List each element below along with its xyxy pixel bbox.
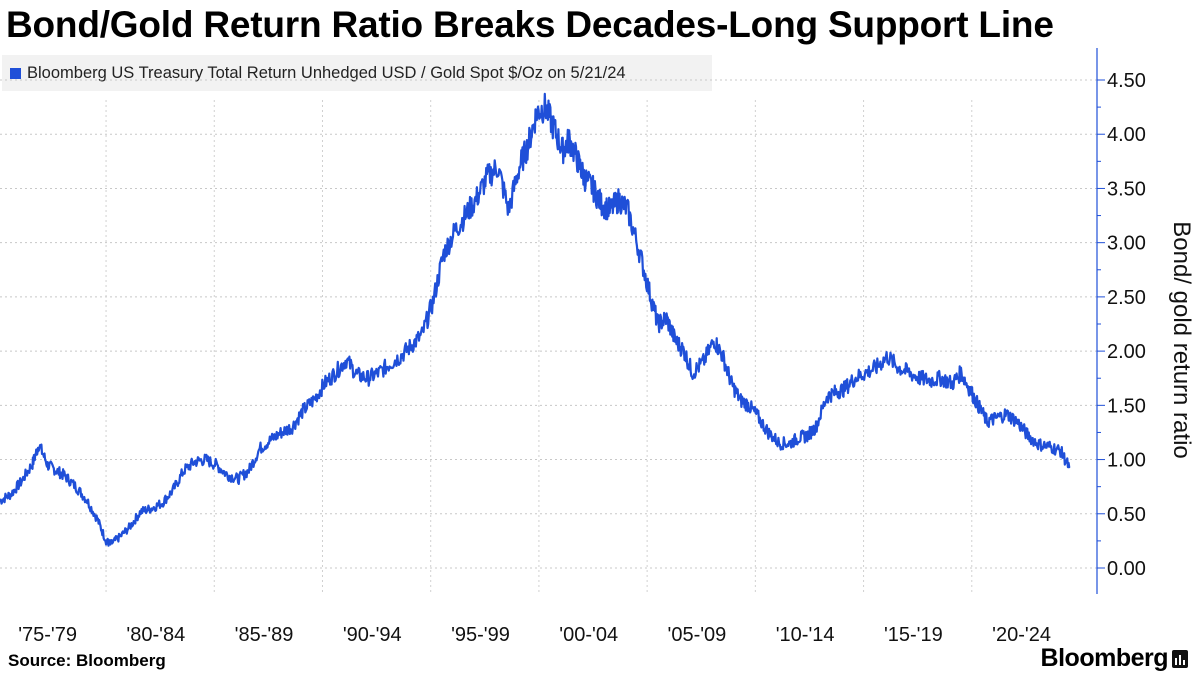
gridlines <box>0 79 1097 594</box>
x-tick-label: '75-'79 <box>18 624 77 646</box>
x-tick-label: '00-'04 <box>559 624 618 646</box>
series-line-bond-gold-ratio <box>0 92 1071 547</box>
y-tick-label: 0.00 <box>1107 558 1146 580</box>
y-tick-label: 2.50 <box>1107 287 1146 309</box>
x-tick-label: '90-'94 <box>343 624 402 646</box>
x-tick-label: '85-'89 <box>235 624 294 646</box>
y-tick-label: 3.50 <box>1107 178 1146 200</box>
legend-label: Bloomberg US Treasury Total Return Unhed… <box>27 63 626 82</box>
x-axis: '75-'79 '80-'84 '85-'89 '90-'94 '95-'99 '00-'… <box>18 624 1051 646</box>
y-tick-label: 1.50 <box>1107 395 1146 417</box>
y-tick-label: 3.00 <box>1107 233 1146 255</box>
y-tick-label: 1.00 <box>1107 450 1146 472</box>
source-note: Source: Bloomberg <box>8 651 166 670</box>
y-tick-label: 2.00 <box>1107 341 1146 363</box>
y-tick-label: 4.50 <box>1107 70 1146 92</box>
y-tick-label: 4.00 <box>1107 124 1146 146</box>
bloomberg-logo: Bloomberg <box>1040 644 1169 672</box>
y-axis: 0.00 0.50 1.00 1.50 2.00 2.50 3.00 3.50 4.00 4.50 <box>1096 48 1146 594</box>
x-tick-label: '20-'24 <box>992 624 1051 646</box>
y-tick-label: 0.50 <box>1107 504 1146 526</box>
x-tick-label: '15-'19 <box>884 624 943 646</box>
brand: Bloomberg <box>1041 644 1188 673</box>
x-tick-label: '80-'84 <box>126 624 185 646</box>
x-tick-label: '10-'14 <box>776 624 835 646</box>
x-tick-label: '95-'99 <box>451 624 510 646</box>
y-axis-title: Bond/ gold return ratio <box>1168 221 1195 458</box>
chart-title: Bond/Gold Return Ratio Breaks Decades-Lo… <box>6 4 1054 45</box>
legend: Bloomberg US Treasury Total Return Unhed… <box>2 55 712 91</box>
legend-swatch <box>10 67 21 79</box>
x-tick-label: '05-'09 <box>668 624 727 646</box>
bloomberg-mark-icon <box>1172 649 1188 668</box>
